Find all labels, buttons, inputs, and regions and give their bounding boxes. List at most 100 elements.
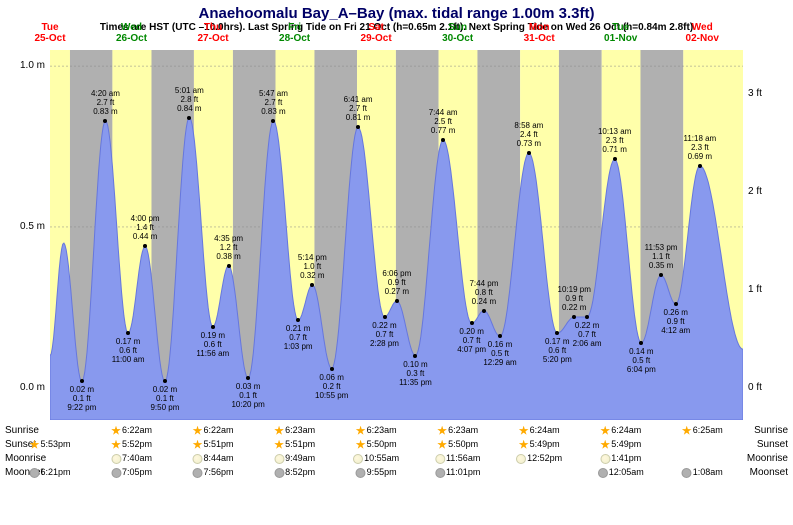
- moonrise-icon: [435, 454, 445, 464]
- tide-peak-label: 0.17 m0.6 ft11:00 am: [112, 337, 145, 364]
- tide-peak-dot: [572, 315, 576, 319]
- tide-peak-dot: [271, 119, 275, 123]
- tide-peak-dot: [383, 315, 387, 319]
- tide-peak-dot: [211, 325, 215, 329]
- y-axis-feet: 0 ft1 ft2 ft3 ft: [748, 50, 783, 420]
- tide-peak-dot: [613, 157, 617, 161]
- tide-peak-label: 8:58 am2.4 ft0.73 m: [514, 121, 543, 148]
- sunrise-icon: [682, 426, 692, 436]
- footer-sunset: 5:49pm: [600, 439, 641, 450]
- footer-moonrise: 8:44am: [193, 453, 234, 464]
- tide-peak-label: 6:06 pm0.9 ft0.27 m: [382, 269, 411, 296]
- sunset-icon: [356, 440, 366, 450]
- tide-peak-dot: [527, 151, 531, 155]
- footer-moonrise: 10:55am: [353, 453, 399, 464]
- footer-moonset: 7:56pm: [193, 467, 234, 478]
- footer-label: Moonset: [743, 467, 788, 478]
- footer-label: Moonrise: [5, 453, 50, 464]
- sunrise-icon: [274, 426, 284, 436]
- footer-sunset: 5:50pm: [437, 439, 478, 450]
- sunset-icon: [437, 440, 447, 450]
- tide-peak-dot: [482, 309, 486, 313]
- footer-sunrise: 6:23am: [437, 425, 478, 436]
- footer-moonrise: 9:49am: [274, 453, 315, 464]
- tide-peak-dot: [441, 138, 445, 142]
- footer-moonset: 8:52pm: [274, 467, 315, 478]
- tide-peak-label: 0.14 m0.5 ft6:04 pm: [627, 347, 656, 374]
- tide-peak-label: 11:53 pm1.1 ft0.35 m: [645, 243, 678, 270]
- tide-peak-label: 0.02 m0.1 ft9:50 pm: [150, 385, 179, 412]
- chart-title: Anaehoomalu Bay_A–Bay (max. tidal range …: [0, 0, 793, 22]
- moonrise-icon: [516, 454, 526, 464]
- footer-moonrise: 1:41pm: [600, 453, 641, 464]
- moonrise-icon: [600, 454, 610, 464]
- tide-peak-label: 4:00 pm1.4 ft0.44 m: [131, 214, 160, 241]
- sunrise-icon: [519, 426, 529, 436]
- sunset-icon: [600, 440, 610, 450]
- footer-moonrise: 11:56am: [435, 453, 480, 464]
- sunrise-icon: [193, 426, 203, 436]
- tide-peak-label: 7:44 am2.5 ft0.77 m: [429, 108, 458, 135]
- footer-sunrise: 6:24am: [600, 425, 641, 436]
- moonrise-icon: [193, 454, 203, 464]
- footer-moonrise: 7:40am: [111, 453, 152, 464]
- sunrise-icon: [111, 426, 121, 436]
- y-tick-ft: 1 ft: [748, 284, 783, 295]
- tide-peak-dot: [555, 331, 559, 335]
- tide-peak-label: 0.03 m0.1 ft10:20 pm: [231, 382, 264, 409]
- sunset-icon: [519, 440, 529, 450]
- footer-sunrise: 6:22am: [111, 425, 152, 436]
- date-label: Fri28-Oct: [255, 22, 335, 44]
- footer-sunset: 5:52pm: [111, 439, 152, 450]
- sunset-icon: [193, 440, 203, 450]
- tide-peak-label: 0.02 m0.1 ft9:22 pm: [67, 385, 96, 412]
- footer-sunrise: 6:23am: [274, 425, 315, 436]
- date-label: Sun30-Oct: [418, 22, 498, 44]
- tide-peak-label: 4:35 pm1.2 ft0.38 m: [214, 234, 243, 261]
- sunrise-icon: [437, 426, 447, 436]
- tide-peak-label: 0.21 m0.7 ft1:03 pm: [284, 324, 313, 351]
- moonset-icon: [598, 468, 608, 478]
- footer-sunrise: 6:25am: [682, 425, 723, 436]
- footer-label: Sunrise: [743, 425, 788, 436]
- tide-peak-label: 7:44 pm0.8 ft0.24 m: [469, 279, 498, 306]
- footer-label: Sunset: [743, 439, 788, 450]
- y-tick-ft: 0 ft: [748, 382, 783, 393]
- tide-peak-label: 0.22 m0.7 ft2:06 am: [573, 321, 602, 348]
- moonset-icon: [435, 468, 445, 478]
- footer-sunset: 5:51pm: [274, 439, 315, 450]
- tide-peak-label: 6:41 am2.7 ft0.81 m: [344, 95, 373, 122]
- tide-peak-dot: [413, 354, 417, 358]
- tide-chart-container: Anaehoomalu Bay_A–Bay (max. tidal range …: [0, 0, 793, 525]
- tide-peak-label: 5:01 am2.8 ft0.84 m: [175, 86, 204, 113]
- tide-peak-dot: [674, 302, 678, 306]
- footer-sunset: 5:50pm: [356, 439, 397, 450]
- y-tick-m: 1.0 m: [10, 60, 45, 71]
- footer-moonset: 6:21pm: [29, 467, 70, 478]
- sunrise-icon: [600, 426, 610, 436]
- tide-peak-label: 0.26 m0.9 ft4:12 am: [661, 308, 690, 335]
- tide-peak-dot: [330, 367, 334, 371]
- footer-sunset: 5:49pm: [519, 439, 560, 450]
- footer-moonset: 9:55pm: [356, 467, 397, 478]
- date-label: Tue25-Oct: [10, 22, 90, 44]
- moonset-icon: [356, 468, 366, 478]
- footer-sunrise: 6:22am: [193, 425, 234, 436]
- footer-moonset: 1:08am: [682, 467, 723, 478]
- tide-peak-dot: [246, 376, 250, 380]
- tide-peak-label: 0.20 m0.7 ft4:07 pm: [457, 327, 486, 354]
- y-axis-meters: 0.0 m0.5 m1.0 m: [10, 50, 45, 420]
- tide-peak-label: 5:14 pm1.0 ft0.32 m: [298, 253, 327, 280]
- footer-row-moonset: MoonsetMoonset6:21pm7:05pm7:56pm8:52pm9:…: [0, 467, 793, 481]
- tide-peak-label: 0.16 m0.5 ft12:29 am: [483, 340, 516, 367]
- moonrise-icon: [353, 454, 363, 464]
- footer-row-moonrise: Moonrise Moonrise 7:40am 8:44am 9:49am 10:55a…: [0, 453, 793, 467]
- sunset-icon: [111, 440, 121, 450]
- footer-moonrise: 12:52pm: [516, 453, 562, 464]
- tide-peak-label: 4:20 am2.7 ft0.83 m: [91, 89, 120, 116]
- footer-label: Moonrise: [743, 453, 788, 464]
- footer-moonset: 11:01pm: [435, 467, 480, 478]
- tide-peak-dot: [126, 331, 130, 335]
- y-tick-ft: 3 ft: [748, 88, 783, 99]
- tide-peak-label: 10:19 pm0.9 ft0.22 m: [558, 285, 591, 312]
